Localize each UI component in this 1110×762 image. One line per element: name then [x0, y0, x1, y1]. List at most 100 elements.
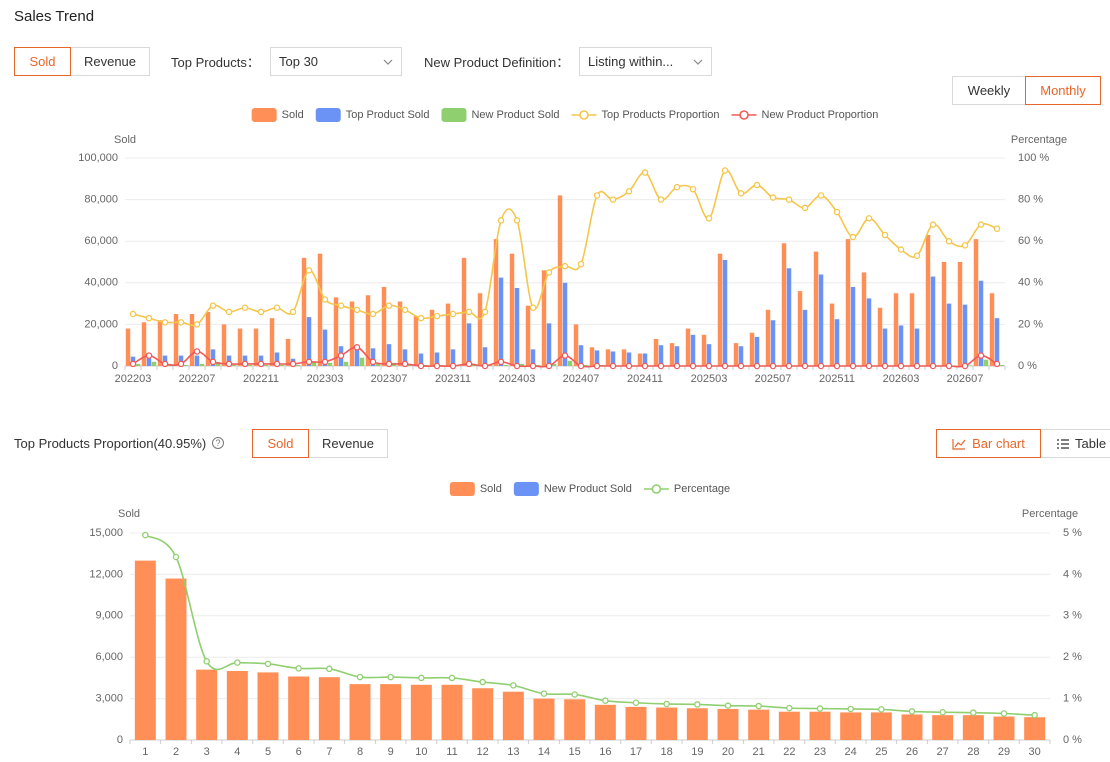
bar — [701, 334, 707, 366]
line-point — [289, 308, 297, 316]
bar — [930, 276, 936, 366]
x-tick-label: 2 — [173, 746, 179, 758]
line-point — [209, 358, 217, 366]
bar — [973, 239, 979, 366]
bar — [445, 303, 451, 366]
line-point — [177, 360, 185, 368]
line-point — [632, 699, 640, 706]
line-point — [977, 352, 985, 359]
y2-tick-label: 40 % — [1018, 277, 1043, 289]
bar — [690, 334, 696, 366]
line-point — [305, 358, 313, 366]
bar — [813, 251, 819, 366]
bar — [733, 343, 739, 366]
line-point — [172, 553, 180, 561]
y-tick-label: 15,000 — [89, 527, 123, 539]
bar — [706, 344, 712, 366]
bar — [146, 353, 152, 366]
bar — [962, 715, 984, 740]
period-weekly[interactable]: Weekly — [952, 76, 1026, 105]
axis-name: Percentage — [1022, 508, 1078, 520]
bar — [957, 262, 963, 366]
line-point — [657, 196, 665, 203]
page-title: Sales Trend — [14, 8, 95, 25]
line-point — [145, 352, 153, 359]
line-point — [939, 709, 946, 716]
x-tick-label: 202403 — [499, 373, 536, 385]
line-point — [625, 188, 633, 195]
bar — [999, 364, 1005, 366]
line-point — [705, 215, 713, 222]
chevron — [383, 59, 393, 65]
svg-text:?: ? — [216, 438, 221, 448]
x-tick-label: 5 — [265, 746, 271, 758]
section2-title: Top Products Proportion(40.95%) ? — [14, 429, 225, 457]
help-icon[interactable]: ? — [211, 436, 225, 450]
bar — [134, 560, 156, 740]
line-point — [625, 362, 633, 370]
line-point — [145, 314, 153, 322]
bar — [722, 259, 728, 366]
line-point — [225, 360, 233, 368]
line-point — [785, 362, 793, 370]
line-point — [577, 260, 585, 268]
period-monthly[interactable]: Monthly — [1025, 76, 1101, 105]
line-point — [878, 706, 885, 713]
metric-sold[interactable]: Sold — [14, 47, 71, 76]
x-tick-label: 202203 — [115, 373, 152, 385]
legend-label: Sold — [282, 109, 304, 121]
y2-tick-label: 20 % — [1018, 318, 1043, 330]
x-tick-label: 28 — [967, 746, 979, 758]
metric-revenue[interactable]: Revenue — [308, 429, 388, 458]
bar — [253, 328, 259, 366]
bar — [605, 349, 611, 366]
metric-sold[interactable]: Sold — [252, 429, 309, 458]
bar — [205, 311, 211, 366]
x-tick-label: 30 — [1029, 746, 1041, 758]
line-point — [295, 665, 302, 672]
y2-tick-label: 60 % — [1018, 235, 1043, 247]
legend-label: New Product Sold — [471, 109, 559, 121]
bar — [562, 282, 568, 366]
bar — [994, 318, 1000, 366]
bar — [429, 309, 435, 366]
bar — [231, 364, 237, 366]
line-point — [513, 217, 521, 224]
line-point — [609, 196, 617, 203]
view-table[interactable]: Table — [1040, 429, 1110, 458]
line-point — [908, 708, 916, 715]
bar — [525, 305, 531, 366]
line-point — [497, 358, 505, 366]
line-point — [337, 352, 345, 359]
line-point — [418, 674, 425, 682]
y2-tick-label: 0 % — [1063, 734, 1082, 746]
line-point — [689, 185, 697, 193]
new-product-select[interactable]: Listing within... — [579, 47, 712, 76]
line-point — [769, 362, 777, 370]
bar — [717, 253, 723, 366]
bar — [625, 706, 647, 740]
bar — [441, 684, 463, 740]
legend-swatch — [449, 482, 475, 496]
view-bar-chart[interactable]: Bar chart — [936, 429, 1041, 458]
bar — [589, 347, 595, 366]
bar — [983, 359, 989, 366]
y-tick-label: 9,000 — [95, 610, 123, 622]
bar — [327, 362, 333, 366]
line-point — [417, 314, 425, 322]
line-point — [602, 697, 609, 704]
bar — [503, 364, 509, 366]
bar — [893, 293, 899, 366]
line-point — [737, 362, 745, 370]
legend-swatch — [441, 108, 467, 122]
x-tick-label: 202311 — [435, 373, 471, 385]
x-tick-label: 202307 — [371, 373, 408, 385]
line-point — [913, 252, 921, 260]
top-products-select[interactable]: Top 30 — [270, 47, 402, 76]
bar — [656, 707, 678, 740]
line-point — [929, 362, 937, 370]
y2-tick-label: 3 % — [1063, 610, 1082, 622]
metric-revenue[interactable]: Revenue — [70, 47, 150, 76]
x-tick-label: 27 — [937, 746, 949, 758]
line-point — [913, 362, 921, 370]
